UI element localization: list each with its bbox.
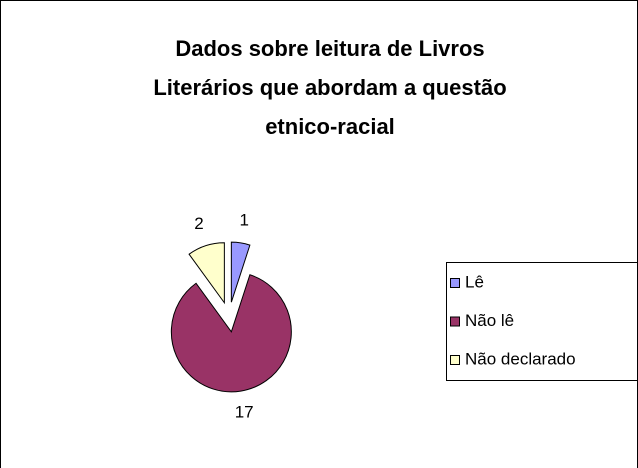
data-label: 17 bbox=[235, 402, 254, 421]
legend-box bbox=[446, 262, 638, 381]
legend-swatch bbox=[450, 355, 460, 365]
data-label: 2 bbox=[194, 214, 203, 233]
legend-label: Lê bbox=[465, 272, 484, 291]
legend-label: Não lê bbox=[465, 311, 514, 330]
data-label: 1 bbox=[239, 211, 248, 230]
legend-swatch bbox=[450, 278, 460, 288]
pie-slice bbox=[230, 241, 251, 303]
chart-title: etnico-racial bbox=[265, 114, 395, 139]
pie-slice bbox=[170, 274, 292, 393]
chart-title: Literários que abordam a questão bbox=[153, 75, 506, 100]
legend-label: Não declarado bbox=[465, 349, 576, 368]
chart-title: Dados sobre leitura de Livros bbox=[175, 36, 484, 61]
legend-swatch bbox=[450, 316, 460, 327]
pie-slice bbox=[188, 242, 225, 305]
